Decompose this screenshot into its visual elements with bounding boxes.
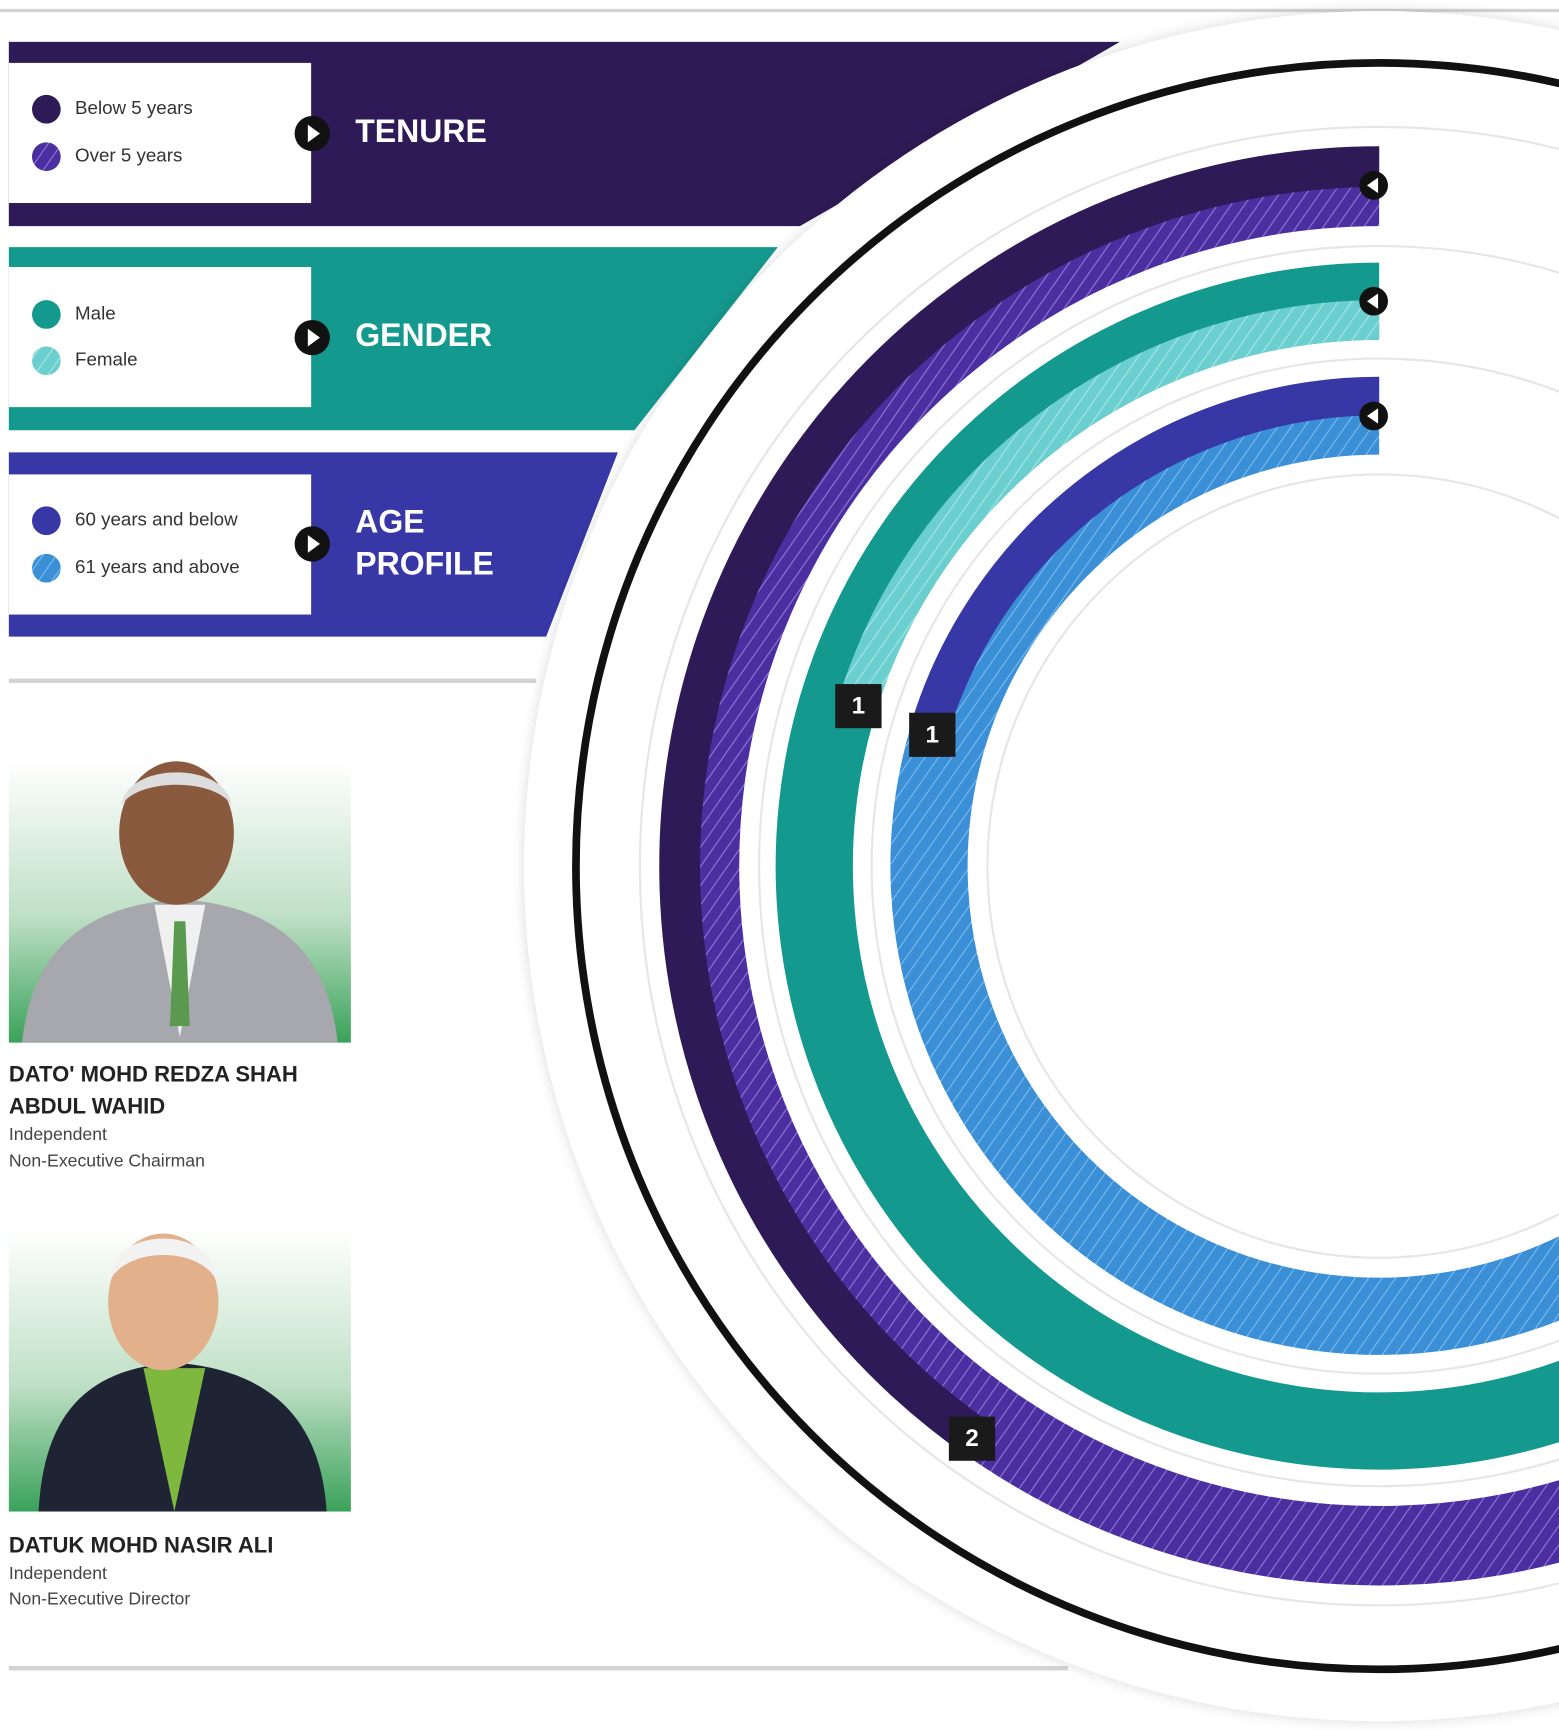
- person-name: DATO' MOHD REDZA SHAH: [9, 1062, 298, 1087]
- ring-arc: [837, 300, 1380, 713]
- ring-arc: [659, 146, 1380, 1456]
- ring-arrows: [1359, 171, 1388, 431]
- person-role: Independent: [9, 1124, 107, 1144]
- person-role: Non-Executive Chairman: [9, 1150, 205, 1170]
- photo: [8, 1230, 351, 1512]
- rule: [8, 1666, 1069, 1671]
- ring-label: 1: [926, 721, 940, 748]
- legend-label: Male: [75, 302, 116, 323]
- person-role: Non-Executive Director: [9, 1588, 190, 1608]
- ring-label-box: [909, 712, 956, 757]
- legend-label: Over 5 years: [75, 145, 182, 166]
- ring-label: 1: [852, 693, 866, 720]
- legend-swatches: [32, 94, 61, 583]
- ring-arcs: [659, 146, 1559, 1586]
- panel-title: AGE: [355, 504, 424, 540]
- rule: [0, 8, 1559, 13]
- person-name: ABDUL WAHID: [9, 1094, 165, 1119]
- legend-label: Female: [75, 349, 138, 370]
- ring-arc: [908, 376, 1380, 742]
- guide-rings: [639, 126, 1559, 1607]
- panel-title: PROFILE: [355, 545, 494, 581]
- legend-box: [8, 474, 312, 615]
- panel-title: GENDER: [355, 317, 492, 353]
- person-name: DATUK MOHD NASIR ALI: [9, 1533, 274, 1558]
- legend-box: [8, 62, 312, 204]
- legend-box: [8, 267, 312, 408]
- legend-label: Below 5 years: [75, 97, 193, 118]
- photo: [8, 761, 351, 1043]
- ring-label-box: [948, 1416, 996, 1461]
- panel-title: TENURE: [355, 113, 487, 149]
- ring-arc: [890, 377, 1559, 1355]
- legend-label: 61 years and above: [75, 556, 240, 577]
- ring-outline: [572, 59, 1559, 1673]
- person-role: Independent: [9, 1563, 107, 1583]
- ring-label: 2: [965, 1425, 979, 1452]
- rule: [8, 678, 537, 683]
- ring-label-box: [835, 684, 882, 729]
- arrow-icons: [294, 115, 330, 562]
- legend-label: 60 years and below: [75, 509, 238, 530]
